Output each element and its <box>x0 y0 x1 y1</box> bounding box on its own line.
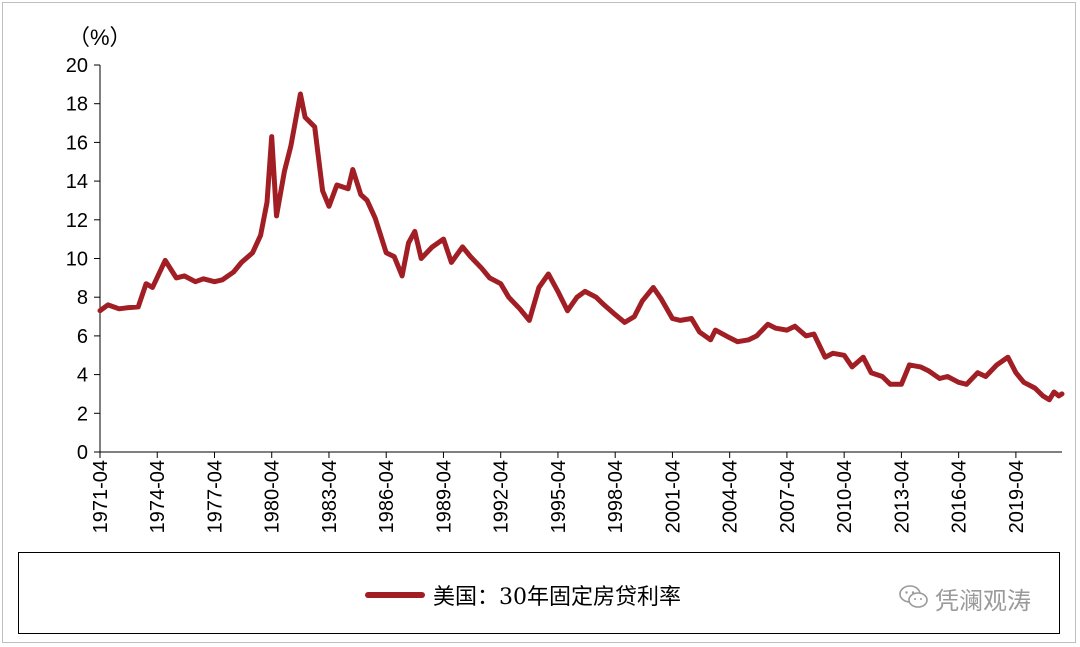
x-tick-label: 1974-04 <box>147 460 169 533</box>
y-tick-label: 0 <box>77 442 88 464</box>
y-tick-label: 12 <box>66 210 88 232</box>
x-tick-label: 2016-04 <box>949 460 971 533</box>
x-tick-label: 1986-04 <box>376 460 398 533</box>
x-tick-label: 1971-04 <box>90 460 112 533</box>
x-tick-label: 2001-04 <box>662 460 684 533</box>
watermark-text: 凭澜观涛 <box>935 587 1031 615</box>
series-line-mortgage-rate <box>97 91 1065 403</box>
y-tick-label: 16 <box>66 132 88 154</box>
y-tick-label: 18 <box>66 94 88 116</box>
legend-swatch <box>365 592 425 598</box>
watermark: 凭澜观涛 <box>899 581 1031 616</box>
y-tick-label: 2 <box>77 403 88 425</box>
legend-item: 美国：30年固定房贷利率 <box>365 579 681 611</box>
y-tick-label: 10 <box>66 249 88 271</box>
wechat-icon <box>899 584 929 614</box>
y-tick-label: 4 <box>77 365 88 387</box>
y-tick-label: 8 <box>77 287 88 309</box>
x-tick-label: 2007-04 <box>777 460 799 533</box>
y-tick-label: 6 <box>77 326 88 348</box>
legend-label: 美国：30年固定房贷利率 <box>433 585 681 610</box>
y-tick-label: 20 <box>66 55 88 77</box>
x-tick-label: 1983-04 <box>319 460 341 533</box>
x-tick-label: 1995-04 <box>548 460 570 533</box>
x-tick-label: 1980-04 <box>262 460 284 533</box>
x-tick-label: 2010-04 <box>834 460 856 533</box>
y-axis: 0 2 4 6 8 10 12 14 16 18 20 <box>66 55 101 464</box>
x-tick-label: 2013-04 <box>891 460 913 533</box>
x-tick-label: 2019-04 <box>1006 460 1028 533</box>
y-unit-label: （%） <box>68 25 132 50</box>
x-tick-label: 2004-04 <box>720 460 742 533</box>
x-axis: 1971-04 1974-04 1977-04 1980-04 1983-04 1986-… <box>90 451 1062 533</box>
x-tick-label: 1977-04 <box>204 460 226 533</box>
x-tick-label: 1989-04 <box>433 460 455 533</box>
x-tick-label: 1992-04 <box>491 460 513 533</box>
legend: 美国：30年固定房贷利率 凭澜观涛 <box>18 552 1060 634</box>
x-tick-label: 1998-04 <box>605 460 627 533</box>
y-tick-label: 14 <box>66 171 88 193</box>
